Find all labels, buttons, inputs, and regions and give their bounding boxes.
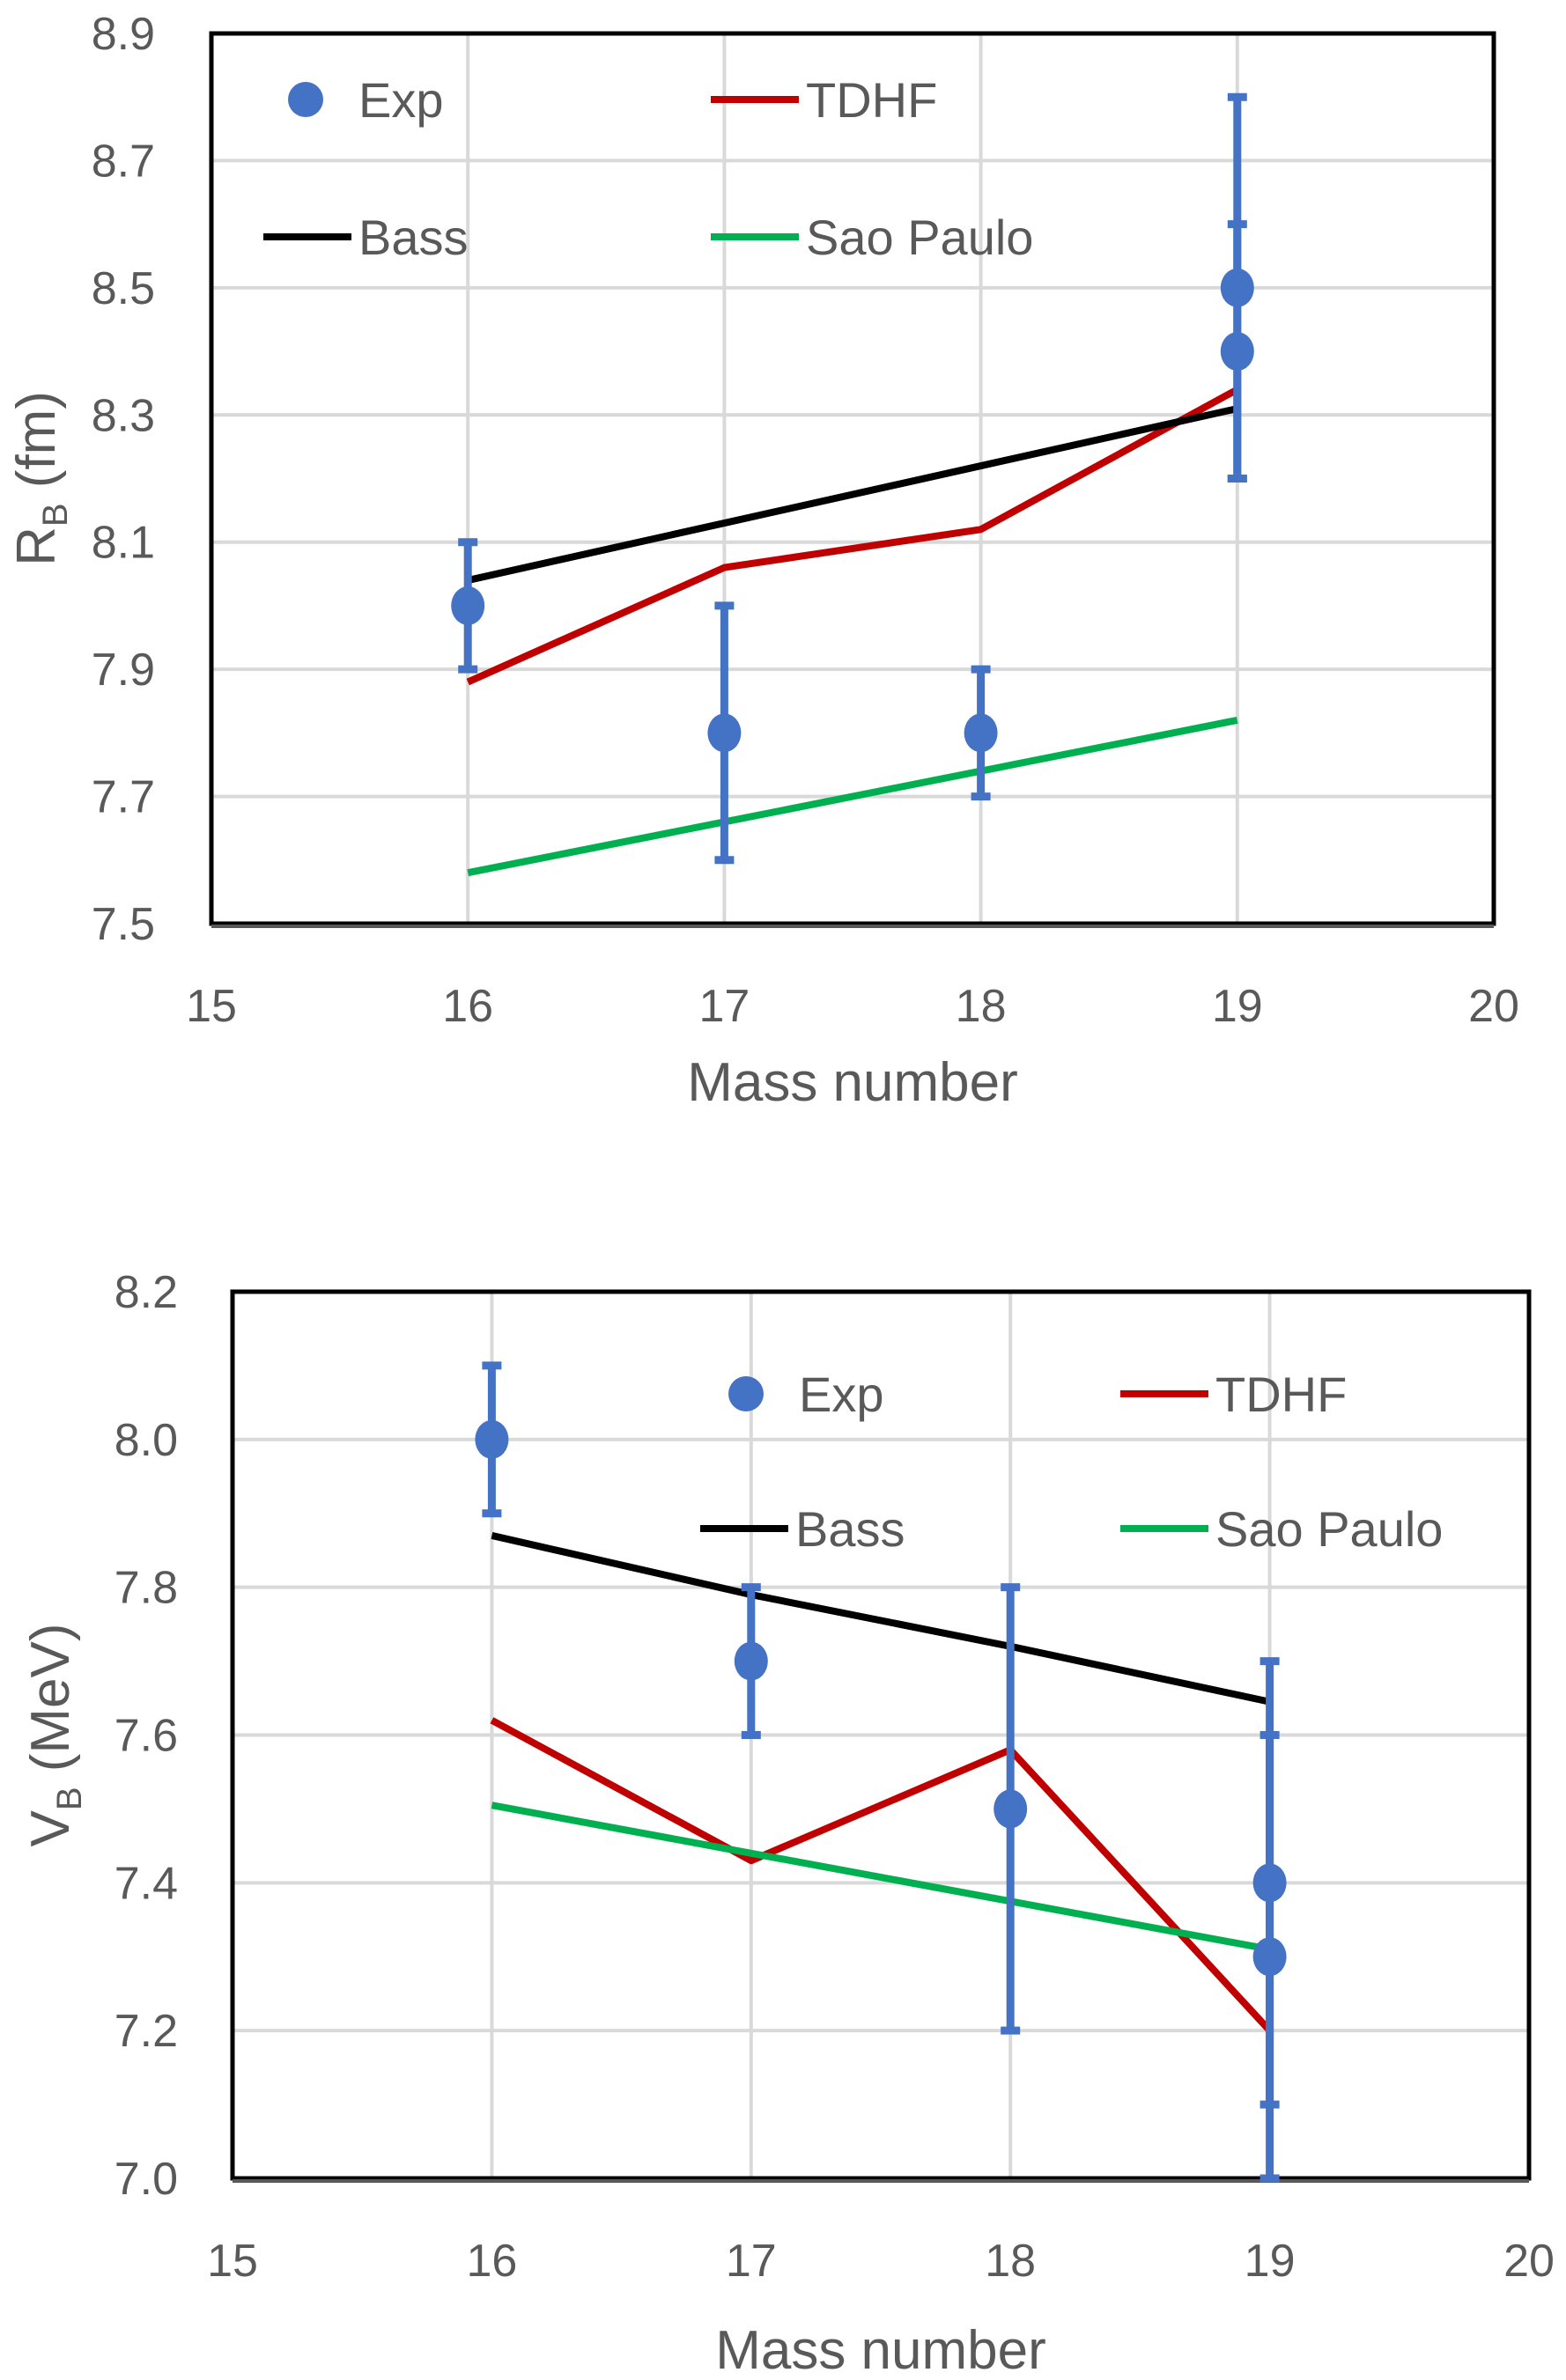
y-axis-title: VB (MeV) bbox=[20, 1623, 89, 1846]
x-tick-label: 17 bbox=[698, 981, 750, 1032]
y-tick-label: 7.2 bbox=[114, 2006, 178, 2057]
series-line-sao-paulo bbox=[467, 716, 1238, 877]
x-tick-label: 18 bbox=[985, 2236, 1036, 2287]
legend-label: Bass bbox=[795, 1501, 905, 1557]
exp-data-point bbox=[475, 1419, 509, 1459]
exp-data-point bbox=[1252, 1937, 1287, 1977]
x-tick-label: 16 bbox=[442, 981, 493, 1032]
legend-item-exp: Exp bbox=[288, 72, 444, 128]
plot-frame bbox=[230, 1289, 1532, 2181]
x-tick-label: 15 bbox=[207, 2236, 258, 2287]
series-line-bass bbox=[467, 405, 1238, 584]
exp-data-point bbox=[1220, 332, 1254, 372]
x-tick-label: 18 bbox=[956, 981, 1007, 1032]
series-line-tdhf bbox=[466, 386, 1239, 686]
x-tick-label: 15 bbox=[186, 981, 237, 1032]
x-tick-label: 16 bbox=[466, 2236, 517, 2287]
y-axis-symbol: R bbox=[6, 527, 67, 566]
legend-marker bbox=[728, 1376, 764, 1411]
y-tick-label: 7.8 bbox=[114, 1563, 178, 1614]
y-tick-label: 7.6 bbox=[114, 1711, 178, 1762]
legend-item-sao-paulo: Sao Paulo bbox=[711, 210, 1033, 265]
x-tick-label: 19 bbox=[1212, 981, 1263, 1032]
exp-data-point bbox=[734, 1641, 768, 1681]
x-axis-title: Mass number bbox=[715, 2320, 1046, 2380]
legend-marker bbox=[288, 82, 323, 117]
y-axis-subscript: B bbox=[36, 503, 75, 527]
x-tick-label: 20 bbox=[1503, 2236, 1555, 2287]
legend-label: TDHF bbox=[806, 72, 937, 128]
legend-label: Sao Paulo bbox=[1215, 1501, 1443, 1557]
chart-1: 15 16 17 18 19 20 7.5 7.7 7.9 8.1 8.3 8.5 8.7 8.9 Exp T… bbox=[6, 9, 1519, 1113]
y-tick-label: 7.7 bbox=[92, 772, 155, 823]
legend-item-bass: Bass bbox=[263, 210, 469, 265]
y-axis-unit: (fm) bbox=[6, 391, 67, 503]
chart-2: 15 16 17 18 19 20 7.0 7.2 7.4 7.6 7.8 8.0 8.2 Exp TDHF… bbox=[20, 1267, 1555, 2380]
y-tick-label: 8.0 bbox=[114, 1415, 178, 1466]
y-tick-label: 8.5 bbox=[92, 263, 155, 314]
legend-item-tdhf: TDHF bbox=[711, 72, 937, 128]
y-axis-subscript: B bbox=[50, 1787, 89, 1810]
legend-label: TDHF bbox=[1215, 1367, 1347, 1422]
y-axis-symbol: V bbox=[20, 1810, 81, 1847]
y-tick-label: 8.7 bbox=[92, 136, 155, 187]
legend-item-exp: Exp bbox=[728, 1367, 884, 1422]
y-tick-label: 7.4 bbox=[114, 1858, 178, 1909]
series-line-tdhf bbox=[490, 1717, 1273, 2033]
x-tick-label: 19 bbox=[1245, 2236, 1296, 2287]
legend-label: Exp bbox=[358, 72, 444, 128]
x-axis-title: Mass number bbox=[687, 1052, 1018, 1113]
legend-label: Bass bbox=[358, 210, 469, 265]
y-tick-label: 8.1 bbox=[92, 518, 155, 569]
exp-data-point bbox=[994, 1789, 1028, 1829]
y-tick-label: 8.3 bbox=[92, 390, 155, 441]
legend-label: Sao Paulo bbox=[806, 210, 1033, 265]
legend-item-bass: Bass bbox=[700, 1501, 905, 1557]
exp-data-point bbox=[707, 713, 742, 753]
y-tick-label: 7.0 bbox=[114, 2154, 178, 2205]
y-tick-label: 7.5 bbox=[92, 899, 155, 950]
exp-data-point bbox=[451, 586, 485, 625]
y-tick-label: 8.2 bbox=[114, 1267, 178, 1318]
series-line-bass bbox=[491, 1532, 1271, 1706]
x-tick-label: 17 bbox=[726, 2236, 777, 2287]
series-line-sao-paulo bbox=[491, 1802, 1271, 1953]
y-axis-title: RB (fm) bbox=[6, 391, 75, 566]
legend-item-sao-paulo: Sao Paulo bbox=[1120, 1501, 1443, 1557]
legend-item-tdhf: TDHF bbox=[1120, 1367, 1347, 1422]
plot-frame bbox=[209, 31, 1496, 926]
x-tick-label: 20 bbox=[1468, 981, 1519, 1032]
y-axis-unit: (MeV) bbox=[20, 1623, 81, 1787]
y-tick-label: 7.9 bbox=[92, 645, 155, 696]
exp-data-point bbox=[964, 713, 998, 753]
y-tick-label: 8.9 bbox=[92, 9, 155, 60]
legend-label: Exp bbox=[799, 1367, 884, 1422]
